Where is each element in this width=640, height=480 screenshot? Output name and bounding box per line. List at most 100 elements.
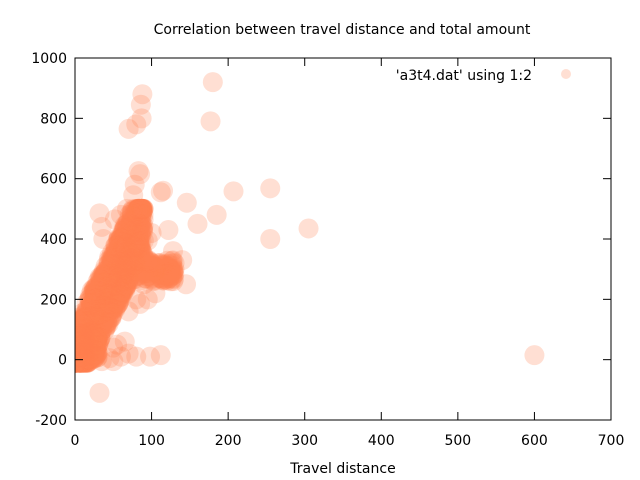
data-points bbox=[75, 72, 545, 403]
data-point bbox=[75, 334, 91, 355]
data-point bbox=[114, 218, 135, 239]
data-point bbox=[97, 296, 118, 317]
data-point bbox=[75, 343, 93, 364]
data-point bbox=[107, 249, 128, 270]
data-point bbox=[93, 229, 114, 249]
data-point bbox=[78, 335, 99, 356]
data-point bbox=[114, 225, 135, 246]
data-point bbox=[79, 329, 100, 350]
data-point bbox=[121, 225, 142, 246]
data-point bbox=[115, 271, 136, 292]
data-point bbox=[131, 199, 152, 220]
data-point bbox=[75, 326, 94, 347]
data-point bbox=[80, 342, 101, 363]
data-point bbox=[121, 253, 142, 274]
data-point bbox=[131, 108, 152, 129]
data-point bbox=[86, 327, 107, 348]
data-point bbox=[75, 320, 94, 341]
data-point bbox=[76, 311, 97, 332]
data-point bbox=[100, 282, 121, 303]
data-point bbox=[107, 269, 128, 290]
data-point bbox=[87, 302, 108, 323]
data-point bbox=[75, 334, 96, 355]
data-point bbox=[83, 324, 104, 345]
data-point bbox=[98, 314, 119, 335]
data-point bbox=[75, 328, 89, 349]
data-point bbox=[75, 316, 90, 337]
data-point bbox=[86, 320, 107, 341]
data-point bbox=[76, 352, 97, 373]
data-point bbox=[75, 335, 92, 356]
data-point bbox=[124, 199, 145, 220]
data-point bbox=[75, 331, 96, 352]
data-point bbox=[104, 274, 125, 295]
data-point bbox=[103, 243, 124, 264]
data-point bbox=[89, 299, 110, 320]
data-point bbox=[84, 336, 105, 357]
data-point bbox=[82, 326, 103, 347]
data-point bbox=[132, 243, 153, 264]
data-point bbox=[75, 336, 91, 357]
data-point bbox=[130, 253, 151, 274]
data-point bbox=[153, 259, 174, 280]
data-point bbox=[103, 258, 124, 279]
data-point bbox=[75, 352, 87, 373]
data-point bbox=[109, 273, 130, 294]
data-point bbox=[109, 241, 130, 262]
data-point bbox=[85, 293, 106, 314]
data-point bbox=[84, 287, 105, 308]
data-point bbox=[77, 348, 98, 369]
data-point bbox=[116, 258, 137, 279]
data-point bbox=[119, 220, 140, 241]
data-point bbox=[114, 268, 135, 289]
data-point bbox=[121, 243, 142, 264]
data-point bbox=[82, 339, 103, 360]
data-point bbox=[77, 340, 98, 361]
data-point bbox=[75, 352, 86, 373]
chart-title: Correlation between travel distance and … bbox=[154, 22, 531, 38]
data-point bbox=[128, 232, 149, 253]
data-point bbox=[116, 218, 137, 239]
x-tick-label: 300 bbox=[291, 433, 318, 449]
data-point bbox=[101, 249, 122, 270]
data-point bbox=[75, 329, 88, 350]
data-point bbox=[81, 343, 102, 364]
data-point bbox=[75, 336, 92, 357]
data-point bbox=[122, 262, 143, 283]
data-point bbox=[114, 236, 135, 257]
data-point bbox=[80, 350, 101, 371]
data-point bbox=[103, 293, 124, 314]
data-point bbox=[81, 320, 102, 341]
data-point bbox=[75, 347, 86, 368]
data-point bbox=[85, 301, 106, 322]
data-point bbox=[75, 310, 89, 331]
data-point bbox=[80, 290, 101, 311]
data-point bbox=[126, 256, 147, 277]
data-point bbox=[75, 352, 86, 373]
data-point bbox=[86, 319, 107, 340]
data-point bbox=[75, 333, 92, 354]
data-point bbox=[106, 269, 127, 290]
data-point bbox=[129, 198, 150, 219]
data-point bbox=[76, 348, 97, 369]
data-point bbox=[108, 260, 129, 281]
data-point bbox=[112, 279, 133, 300]
data-point bbox=[93, 261, 114, 282]
data-point bbox=[75, 329, 90, 350]
data-point bbox=[101, 264, 122, 285]
data-point bbox=[142, 256, 163, 277]
data-point bbox=[156, 264, 177, 285]
data-point bbox=[89, 291, 110, 312]
data-point bbox=[84, 318, 105, 339]
data-point bbox=[113, 264, 134, 285]
data-point bbox=[111, 252, 132, 273]
data-point bbox=[82, 329, 103, 350]
data-point bbox=[108, 229, 129, 250]
data-point bbox=[83, 279, 104, 300]
data-point bbox=[149, 265, 170, 286]
data-point bbox=[75, 311, 91, 332]
data-point bbox=[133, 274, 154, 295]
data-point bbox=[107, 334, 128, 355]
x-tick-label: 700 bbox=[598, 433, 625, 449]
data-point bbox=[115, 242, 136, 263]
